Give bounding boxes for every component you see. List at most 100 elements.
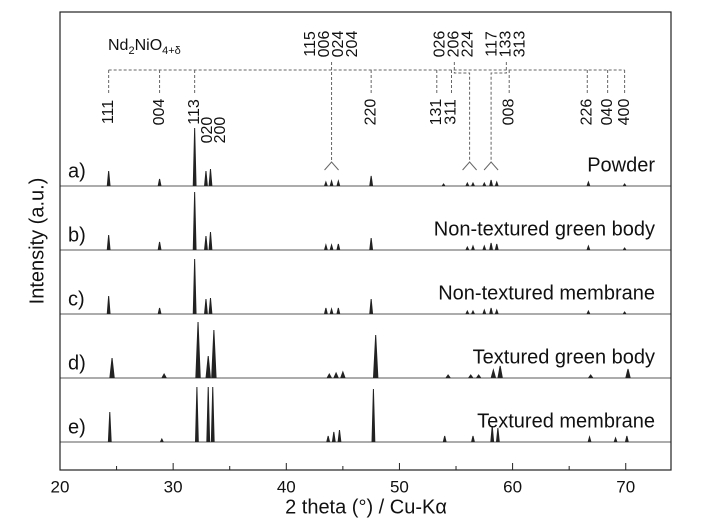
peak bbox=[192, 258, 197, 315]
pattern-name: Non-textured membrane bbox=[438, 282, 655, 304]
hkl-chevron bbox=[324, 161, 339, 171]
formula-sub: 4+δ bbox=[162, 45, 181, 57]
peak bbox=[204, 298, 208, 315]
peak bbox=[586, 309, 591, 315]
peak bbox=[586, 180, 591, 187]
peak bbox=[494, 308, 499, 315]
peak bbox=[157, 178, 162, 187]
peak bbox=[494, 180, 499, 187]
x-tick-label: 70 bbox=[616, 477, 635, 496]
pattern-label: e) bbox=[68, 416, 86, 438]
hkl-label: 226 bbox=[578, 99, 595, 126]
pattern-label: d) bbox=[68, 352, 86, 374]
peak bbox=[468, 374, 474, 379]
peak bbox=[369, 298, 374, 315]
peak bbox=[329, 179, 334, 187]
peak bbox=[482, 244, 487, 251]
peak bbox=[336, 307, 341, 315]
hkl-chevron bbox=[483, 161, 499, 171]
reference-phase: Nd2NiO4+δ bbox=[108, 37, 181, 57]
pattern-name: Non-textured green body bbox=[434, 218, 655, 240]
pattern-label: c) bbox=[68, 288, 85, 310]
peak bbox=[369, 175, 374, 187]
peak bbox=[204, 235, 208, 251]
peak bbox=[106, 234, 111, 251]
peak bbox=[471, 435, 475, 443]
peak bbox=[465, 309, 470, 315]
peak bbox=[445, 374, 451, 379]
peak bbox=[195, 321, 201, 379]
peak bbox=[331, 431, 336, 443]
peak bbox=[624, 435, 629, 443]
y-axis-title: Intensity (a.u.) bbox=[26, 178, 48, 305]
hkl-chevron bbox=[462, 161, 477, 171]
peak bbox=[192, 191, 197, 251]
peak bbox=[494, 243, 499, 251]
hkl-label: 020 bbox=[199, 117, 216, 144]
peak bbox=[157, 307, 162, 315]
peak bbox=[107, 411, 112, 443]
peak bbox=[192, 127, 197, 187]
peak bbox=[204, 170, 208, 187]
peak bbox=[157, 241, 162, 251]
hkl-label: 220 bbox=[362, 99, 379, 126]
peak bbox=[372, 334, 379, 379]
peak bbox=[622, 311, 627, 315]
peak bbox=[482, 308, 487, 315]
peak bbox=[489, 242, 493, 251]
pattern-label: a) bbox=[68, 160, 86, 182]
peak bbox=[465, 181, 470, 187]
hkl-label: 024 bbox=[330, 31, 347, 58]
peak bbox=[369, 237, 374, 251]
peak bbox=[326, 372, 332, 379]
peak bbox=[206, 386, 211, 443]
peak bbox=[161, 372, 167, 379]
peak bbox=[471, 309, 475, 315]
peak bbox=[333, 371, 339, 379]
pattern-name: Powder bbox=[587, 154, 655, 176]
pattern-name: Textured membrane bbox=[477, 410, 655, 432]
peak bbox=[497, 365, 503, 379]
peak bbox=[195, 386, 199, 443]
hkl-label: 224 bbox=[460, 31, 477, 58]
hkl-label: 400 bbox=[616, 99, 633, 126]
hkl-label: 133 bbox=[498, 31, 515, 58]
hkl-label: 206 bbox=[446, 31, 463, 58]
peak bbox=[471, 181, 475, 187]
peak bbox=[324, 180, 328, 187]
peak bbox=[329, 243, 334, 251]
peak bbox=[109, 357, 115, 379]
peak bbox=[471, 244, 475, 251]
hkl-label: 117 bbox=[484, 31, 501, 57]
peak bbox=[337, 429, 342, 443]
plot-frame bbox=[59, 11, 672, 471]
hkl-label: 006 bbox=[316, 31, 333, 58]
hkl-label: 313 bbox=[512, 31, 529, 58]
peak bbox=[465, 245, 470, 251]
x-axis-title: 2 theta (°) / Cu-Kα bbox=[285, 496, 447, 518]
x-tick-label: 50 bbox=[390, 477, 409, 496]
peak bbox=[336, 243, 341, 251]
pattern-name: Textured green body bbox=[473, 346, 655, 368]
formula-sub: 2 bbox=[128, 45, 134, 57]
peak bbox=[324, 243, 328, 251]
peak bbox=[208, 231, 213, 251]
formula-part: NiO bbox=[135, 37, 163, 54]
hkl-label: 113 bbox=[186, 99, 203, 125]
peak bbox=[622, 247, 627, 251]
peak bbox=[208, 168, 213, 187]
peak bbox=[106, 170, 111, 187]
peak bbox=[490, 368, 497, 379]
x-tick-label: 20 bbox=[51, 477, 70, 496]
hkl-label: 026 bbox=[432, 31, 449, 58]
peak bbox=[106, 295, 111, 315]
hkl-label: 111 bbox=[100, 100, 117, 124]
formula-part: Nd bbox=[108, 37, 128, 54]
peak bbox=[336, 179, 341, 187]
peak bbox=[622, 183, 627, 187]
peak bbox=[208, 297, 213, 315]
hkl-label: 040 bbox=[599, 99, 616, 126]
peak bbox=[613, 436, 618, 443]
hkl-label: 204 bbox=[344, 31, 361, 58]
